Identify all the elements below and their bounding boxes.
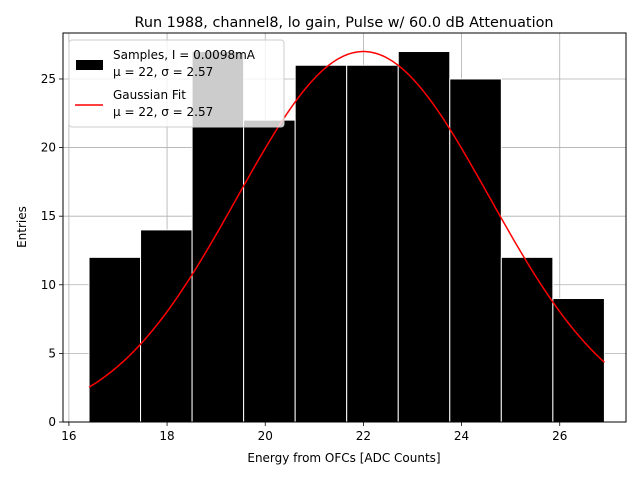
x-tick-label: 24 <box>454 429 469 443</box>
legend: Samples, I = 0.0098mA μ = 22, σ = 2.57 G… <box>68 39 285 128</box>
y-tick-label: 15 <box>41 209 56 223</box>
histogram-bar <box>397 51 451 423</box>
y-axis-ticks: 0 5 10 15 20 25 <box>41 72 63 429</box>
legend-box <box>68 39 285 128</box>
x-tick-label: 18 <box>159 429 174 443</box>
x-axis-label: Energy from OFCs [ADC Counts] <box>247 451 440 465</box>
y-tick-label: 10 <box>41 278 56 292</box>
y-tick-label: 25 <box>41 72 56 86</box>
y-tick-label: 5 <box>48 346 56 360</box>
legend-samples-stats: μ = 22, σ = 2.57 <box>113 65 213 79</box>
histogram-bar <box>500 256 554 423</box>
y-axis-label: Entries <box>15 206 29 248</box>
histogram-bar <box>346 64 399 423</box>
y-tick-label: 0 <box>48 415 56 429</box>
x-tick-label: 16 <box>61 429 76 443</box>
legend-fit-stats: μ = 22, σ = 2.57 <box>113 105 213 119</box>
histogram-bar <box>294 64 348 423</box>
x-tick-label: 20 <box>258 429 273 443</box>
x-tick-label: 22 <box>356 429 371 443</box>
histogram-bar <box>243 119 296 423</box>
histogram-bar <box>552 298 605 423</box>
histogram-bar <box>88 256 142 423</box>
histogram-bar <box>449 78 502 423</box>
histogram-bars <box>88 51 605 423</box>
gaussian-fit-line <box>88 50 605 388</box>
legend-samples-patch-icon <box>76 60 103 70</box>
histogram-bar <box>140 229 193 423</box>
axes-frame <box>62 32 627 423</box>
chart-title: Run 1988, channel8, lo gain, Pulse w/ 60… <box>135 15 554 31</box>
legend-fit-label: Gaussian Fit <box>113 88 186 102</box>
y-tick-label: 20 <box>41 141 56 155</box>
x-axis-ticks: 16 18 20 22 24 26 <box>61 422 567 443</box>
x-tick-label: 26 <box>552 429 567 443</box>
legend-samples-label: Samples, I = 0.0098mA <box>113 48 256 62</box>
